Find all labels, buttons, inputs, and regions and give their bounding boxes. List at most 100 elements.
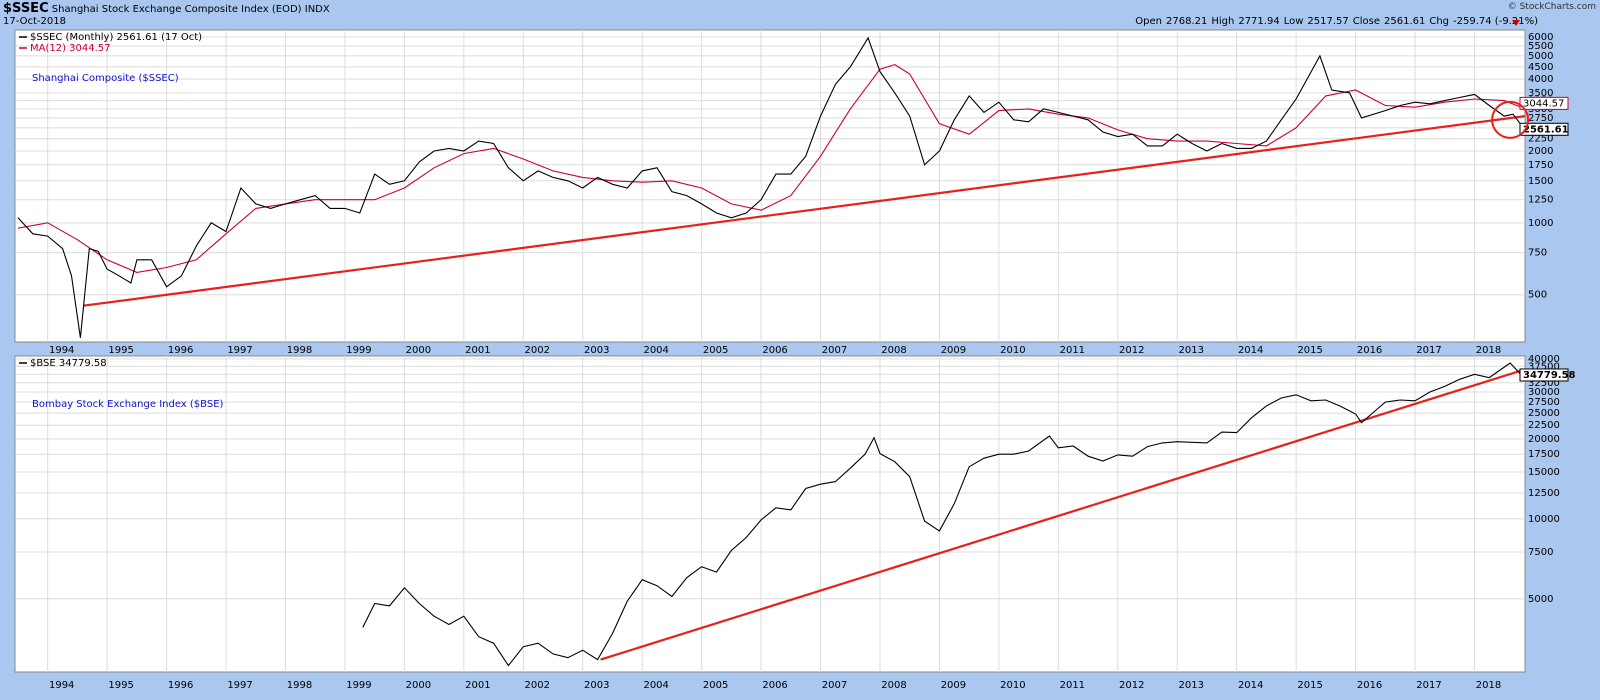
x-tick-label: 1999	[346, 345, 371, 356]
y-tick-label: 22500	[1528, 420, 1560, 431]
quote-value: 2768.21	[1165, 16, 1208, 27]
x-tick-label: 1998	[287, 345, 312, 356]
x-tick-label: 2011	[1060, 680, 1085, 691]
x-tick-label: 2018	[1476, 680, 1501, 691]
down-arrow	[1512, 20, 1520, 26]
index-name: Shanghai Stock Exchange Composite Index …	[51, 4, 302, 15]
x-tick-label: 2011	[1060, 345, 1085, 356]
x-tick-label: 2002	[525, 680, 550, 691]
x-tick-label: 1995	[108, 345, 133, 356]
symbol: $SSEC	[3, 1, 49, 16]
last-value-box	[1519, 368, 1569, 382]
price-line	[17, 63, 1522, 273]
quote-value: 2561.61	[1384, 16, 1426, 27]
x-tick-label: 1999	[346, 680, 371, 691]
y-tick-label: 25000	[1528, 408, 1560, 419]
last-value-box	[1519, 122, 1569, 136]
title-line: $SSEC Shanghai Stock Exchange Composite …	[3, 1, 330, 16]
x-tick-label: 1995	[108, 680, 133, 691]
date: 17-Oct-2018	[3, 16, 66, 27]
x-tick-label: 2004	[643, 680, 668, 691]
credit: © StockCharts.com	[1507, 2, 1596, 12]
y-tick-label: 6000	[1528, 32, 1553, 43]
x-tick-label: 2001	[465, 680, 490, 691]
quote-value: 2771.94	[1238, 16, 1280, 27]
y-tick-label: 32500	[1528, 378, 1560, 389]
quote: Open 2768.21 High 2771.94 Low 2517.57 Close 256…	[1131, 16, 1538, 27]
y-tick-label: 40000	[1528, 354, 1560, 365]
plot-area	[14, 355, 1526, 673]
x-tick-label: 2017	[1416, 345, 1441, 356]
x-tick-label: 2007	[822, 345, 847, 356]
x-tick-label: 2013	[1178, 345, 1203, 356]
x-tick-label: 2002	[525, 345, 550, 356]
x-tick-label: 2007	[822, 680, 847, 691]
y-tick-label: 4000	[1528, 74, 1553, 85]
x-tick-label: 1996	[168, 345, 193, 356]
y-tick-label: 20000	[1528, 434, 1560, 445]
quote-label: Chg	[1429, 16, 1450, 27]
x-tick-label: 2018	[1476, 345, 1501, 356]
y-tick-label: 37500	[1528, 361, 1560, 372]
legend-label: $SSEC (Monthly) 2561.61 (17 Oct)	[30, 32, 202, 43]
y-tick-label: 15000	[1528, 467, 1560, 478]
x-tick-label: 2005	[703, 345, 728, 356]
trendline	[83, 115, 1526, 307]
y-tick-label: 27500	[1528, 397, 1560, 408]
y-tick-label: 3500	[1528, 88, 1553, 99]
y-tick-label: 2750	[1528, 113, 1553, 124]
last-value-label: 34779.58	[1523, 370, 1576, 381]
y-tick-label: 1250	[1528, 195, 1553, 206]
quote-label: Close	[1352, 16, 1380, 27]
x-tick-label: 1996	[168, 680, 193, 691]
price-line	[362, 362, 1522, 667]
y-tick-label: 750	[1528, 248, 1547, 259]
legend-label: $BSE 34779.58	[30, 358, 107, 369]
quote-label: Low	[1283, 16, 1304, 27]
x-tick-label: 2010	[1000, 680, 1025, 691]
x-tick-label: 2004	[643, 345, 668, 356]
annotation: Shanghai Composite ($SSEC)	[32, 73, 179, 84]
x-tick-label: 2005	[703, 680, 728, 691]
y-tick-label: 7500	[1528, 547, 1553, 558]
price-line	[17, 36, 1522, 338]
x-tick-label: 2000	[406, 680, 431, 691]
y-tick-label: 4500	[1528, 62, 1553, 73]
x-tick-label: 2015	[1297, 680, 1322, 691]
y-tick-label: 17500	[1528, 449, 1560, 460]
y-tick-label: 5500	[1528, 41, 1553, 52]
x-tick-label: 2015	[1297, 345, 1322, 356]
x-tick-label: 1998	[287, 680, 312, 691]
quote-label: High	[1211, 16, 1235, 27]
y-tick-label: 2000	[1528, 146, 1553, 157]
x-tick-label: 2008	[881, 680, 906, 691]
y-tick-label: 1000	[1528, 218, 1553, 229]
x-tick-label: 2012	[1119, 680, 1144, 691]
x-tick-label: 2014	[1238, 680, 1263, 691]
header: $SSEC Shanghai Stock Exchange Composite …	[0, 0, 1600, 28]
quote-label: Open	[1135, 16, 1162, 27]
x-tick-label: 2001	[465, 345, 490, 356]
x-tick-label: 2006	[762, 345, 787, 356]
x-tick-label: 2006	[762, 680, 787, 691]
y-tick-label: 5000	[1528, 51, 1553, 62]
x-tick-label: 2009	[941, 680, 966, 691]
x-tick-label: 1994	[49, 680, 74, 691]
x-tick-label: 2012	[1119, 345, 1144, 356]
x-tick-label: 2017	[1416, 680, 1441, 691]
x-tick-label: 2016	[1357, 345, 1382, 356]
x-tick-label: 2000	[406, 345, 431, 356]
x-tick-label: 2003	[584, 680, 609, 691]
x-tick-label: 2009	[941, 345, 966, 356]
highlight-circle	[1491, 100, 1530, 139]
exchange: INDX	[304, 4, 330, 15]
x-tick-label: 1997	[227, 345, 252, 356]
x-tick-label: 2008	[881, 345, 906, 356]
x-tick-label: 2014	[1238, 345, 1263, 356]
y-tick-label: 5000	[1528, 594, 1553, 605]
x-tick-label: 2016	[1357, 680, 1382, 691]
quote-value: -259.74 (-9.21%)	[1453, 16, 1538, 27]
x-tick-label: 2003	[584, 345, 609, 356]
